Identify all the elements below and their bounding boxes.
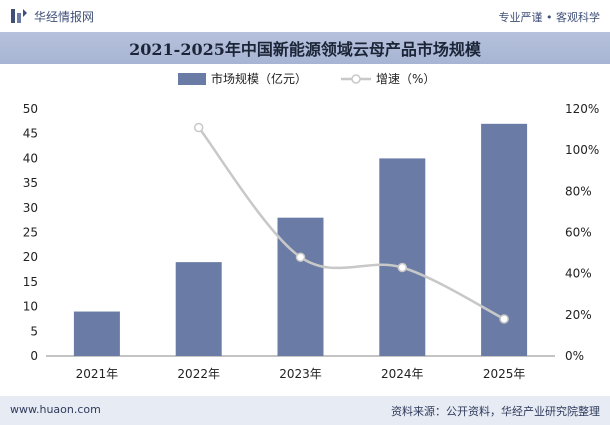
legend-bar-swatch [178, 73, 206, 85]
x-tick-label: 2023年 [279, 367, 322, 381]
growth-point [193, 122, 204, 133]
bar [277, 217, 324, 356]
bar [73, 311, 120, 356]
chart-title: 2021-2025年中国新能源领域云母产品市场规模 [129, 40, 481, 59]
y-right-tick-label: 120% [565, 102, 599, 116]
bar [379, 158, 426, 356]
y-left-tick-label: 40 [23, 151, 38, 165]
growth-point [397, 262, 408, 273]
growth-point [499, 314, 509, 324]
y-right-tick-label: 20% [565, 308, 592, 322]
y-right-tick-label: 60% [565, 226, 592, 240]
legend-line-marker [351, 74, 361, 84]
bar [175, 262, 222, 356]
growth-line [197, 126, 505, 321]
brand: 华经情报网 [10, 7, 94, 25]
brand-name: 华经情报网 [34, 9, 95, 24]
footer-url: www.huaon.com [10, 403, 101, 416]
y-left-tick-label: 5 [30, 324, 38, 338]
footer: www.huaon.com 资料来源：公开资料，华经产业研究院整理 [0, 396, 610, 425]
y-right-tick-label: 100% [565, 143, 599, 157]
legend: 市场规模（亿元） 增速（%） [178, 71, 435, 86]
x-tick-label: 2025年 [483, 367, 526, 381]
legend-line-label: 增速（%） [376, 72, 435, 86]
y-left-tick-label: 25 [23, 226, 38, 240]
x-tick-label: 2022年 [177, 367, 220, 381]
x-tick-label: 2024年 [381, 367, 424, 381]
y-right-tick-label: 40% [565, 267, 592, 281]
y-right-tick-label: 0% [565, 349, 584, 363]
y-left-tick-label: 20 [23, 250, 38, 264]
y-left-tick-label: 35 [23, 176, 38, 190]
y-left-tick-label: 0 [30, 349, 38, 363]
y-left-tick-label: 50 [23, 102, 38, 116]
brand-logo-icon [11, 9, 27, 23]
growth-line-series [193, 122, 509, 324]
title-bar: 2021-2025年中国新能源领域云母产品市场规模 [0, 32, 610, 64]
y-right-tick-label: 80% [565, 184, 592, 198]
y-left-tick-label: 15 [23, 275, 38, 289]
y-left-tick-label: 45 [23, 127, 38, 141]
y-left-tick-label: 10 [23, 300, 38, 314]
y-left-tick-label: 30 [23, 201, 38, 215]
x-tick-label: 2021年 [76, 367, 119, 381]
axes: 0 5 10 15 20 25 30 35 40 45 50 0% 20% 40% 60% 80% 100% 12… [23, 102, 600, 381]
footer-source: 资料来源：公开资料，华经产业研究院整理 [391, 405, 600, 418]
bar-series [73, 123, 528, 356]
slogan: 专业严谨 • 客观科学 [498, 11, 600, 24]
chart: 市场规模（亿元） 增速（%） 0 5 10 15 20 25 30 35 40 45 50 0% 20%… [23, 71, 600, 381]
growth-point [295, 252, 306, 262]
top-bar: 华经情报网 专业严谨 • 客观科学 [0, 0, 610, 32]
legend-bar-label: 市场规模（亿元） [211, 71, 307, 86]
